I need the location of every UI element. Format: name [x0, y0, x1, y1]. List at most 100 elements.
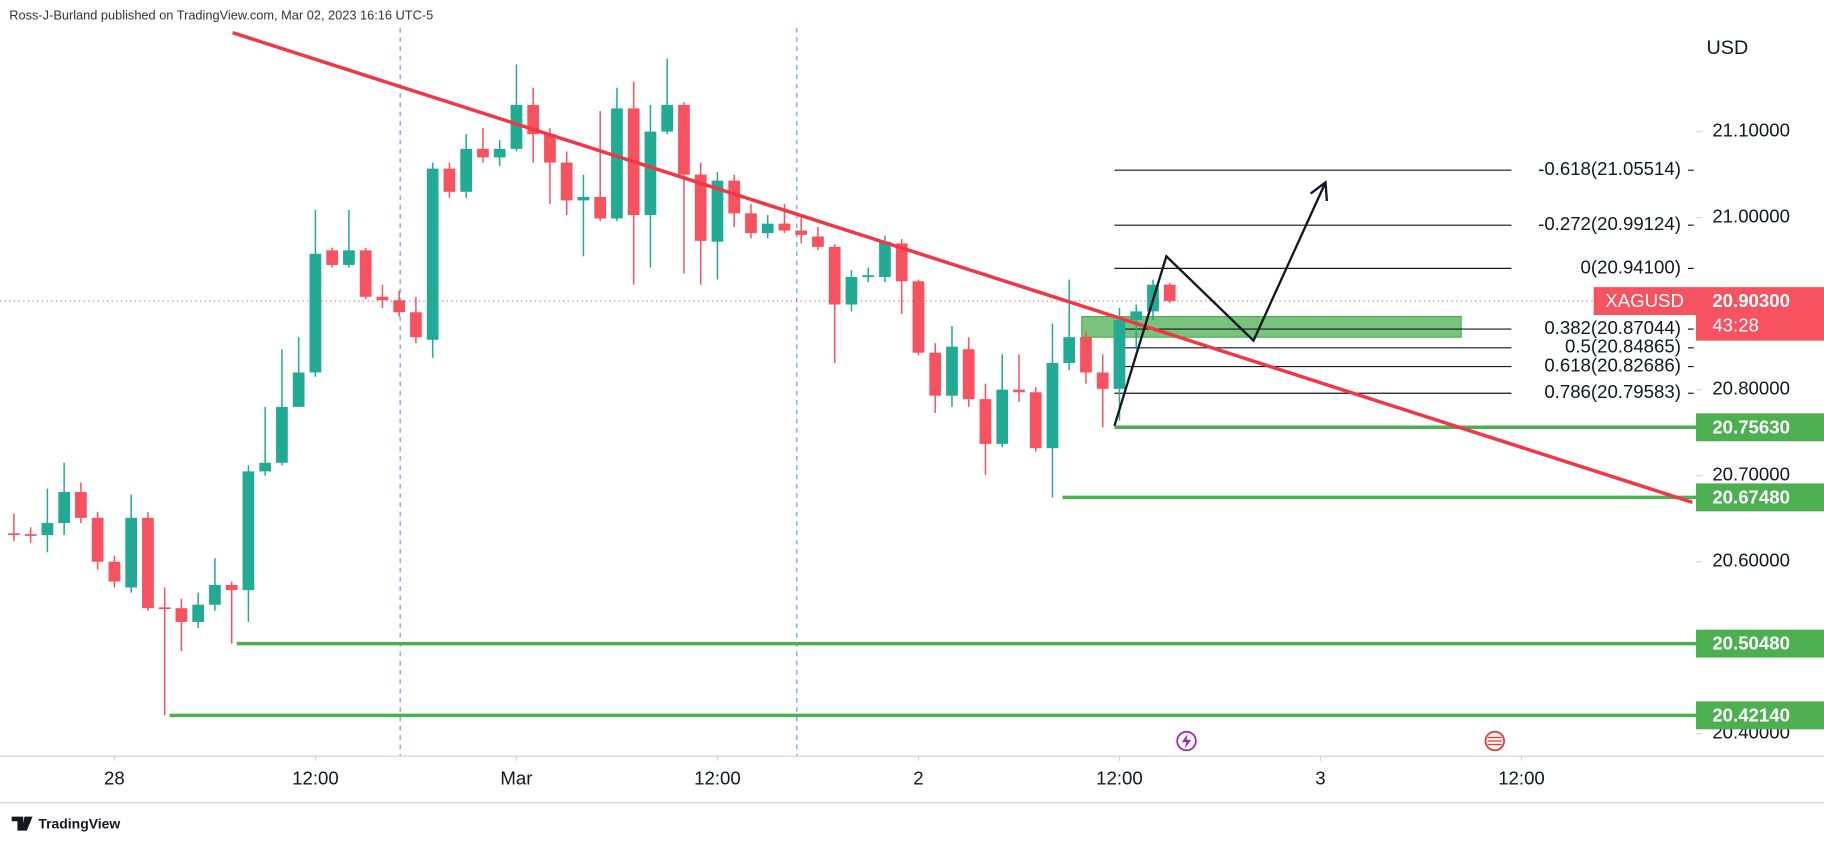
candle	[1130, 304, 1143, 350]
candle	[678, 102, 690, 274]
candle-body	[493, 148, 506, 158]
candle	[58, 462, 71, 536]
support-tag	[1696, 701, 1824, 730]
candle	[1113, 307, 1126, 421]
candle	[426, 162, 439, 358]
candle-body	[24, 534, 37, 536]
candle	[1063, 279, 1076, 370]
candle-body	[1096, 372, 1109, 389]
candle	[410, 296, 422, 344]
candle-body	[309, 253, 322, 373]
candle-body	[426, 168, 439, 340]
candle	[544, 128, 556, 204]
header: Ross-J-Burland published on TradingView.…	[9, 8, 433, 23]
candle-body	[192, 604, 205, 622]
candle-body	[108, 561, 121, 582]
candle	[158, 587, 171, 716]
projection-path	[1113, 181, 1327, 427]
x-tick-label: 12:00	[694, 767, 741, 788]
candle-body	[443, 168, 456, 192]
candle-body	[996, 389, 1009, 444]
fib-label: 0(20.94100)	[1581, 256, 1681, 277]
trendline	[232, 31, 1693, 505]
support-tag	[1696, 629, 1824, 658]
candle-body	[544, 134, 556, 163]
candle-body	[1046, 363, 1059, 449]
countdown-label: 43:28	[1712, 315, 1759, 336]
candle-body	[761, 223, 774, 234]
candle-body	[1013, 389, 1025, 393]
support-tag	[1696, 483, 1824, 512]
candle-body	[510, 104, 523, 149]
candle	[125, 494, 138, 593]
candle	[493, 140, 506, 167]
x-tick-label: Mar	[500, 767, 532, 788]
x-tick-label: 28	[104, 767, 125, 788]
candle	[644, 104, 657, 268]
candle	[577, 174, 590, 257]
y-tick-label: 20.80000	[1712, 378, 1790, 399]
y-axis-title: USD	[1707, 37, 1749, 59]
symbol-tag	[1593, 287, 1697, 316]
y-tick-label: 20.70000	[1712, 464, 1790, 485]
candle	[309, 209, 322, 377]
candle-body	[225, 584, 238, 591]
x-tick-label: 12:00	[1498, 767, 1545, 788]
candle	[209, 558, 221, 611]
candle	[795, 217, 808, 244]
candle	[946, 326, 958, 407]
candle-body	[845, 276, 858, 305]
event-icon[interactable]	[1176, 730, 1197, 752]
candle-body	[962, 349, 975, 400]
candle	[979, 383, 992, 475]
fib-label: 0.786(20.79583)	[1544, 381, 1681, 402]
candle	[761, 215, 774, 239]
price-tag	[1696, 287, 1824, 341]
candle-body	[828, 246, 841, 305]
candle	[108, 555, 121, 588]
support-tag	[1696, 413, 1824, 442]
candle	[477, 128, 489, 163]
x-tick-label: 12:00	[1096, 767, 1143, 788]
candle	[728, 174, 741, 228]
support-tag-label: 20.42140	[1712, 704, 1790, 725]
candle-body	[242, 471, 255, 591]
candle-body	[745, 213, 757, 234]
candle-body	[359, 250, 372, 297]
candle-body	[912, 281, 925, 353]
candle-body	[1130, 311, 1143, 320]
candle	[1029, 387, 1042, 452]
candle-body	[376, 296, 389, 301]
candle-body	[91, 517, 104, 562]
candle-body	[728, 180, 741, 214]
price-tag-label: 20.90300	[1712, 290, 1790, 311]
footer-logo	[11, 816, 33, 831]
candle	[828, 244, 841, 364]
candle	[745, 203, 757, 239]
candle	[611, 87, 623, 222]
candle-body	[594, 196, 607, 219]
candle-body	[577, 196, 590, 201]
candle-body	[75, 492, 87, 518]
symbol-tag-label: XAGUSD	[1605, 290, 1684, 311]
candle	[594, 110, 607, 222]
candle-body	[209, 584, 221, 605]
candle	[996, 354, 1009, 448]
candle	[560, 151, 573, 216]
candle	[276, 349, 288, 466]
flag-stripes	[1487, 736, 1502, 746]
x-tick-label: 3	[1315, 767, 1325, 788]
candle-body	[929, 352, 942, 396]
y-tick-label: 21.00000	[1712, 206, 1790, 227]
candle	[41, 488, 54, 553]
candle	[343, 209, 355, 268]
candle	[443, 162, 456, 198]
candle	[359, 247, 372, 300]
candle	[242, 465, 255, 622]
candle-body	[158, 607, 171, 610]
candle-body	[778, 223, 791, 231]
plot-area	[0, 31, 1697, 718]
candle-body	[527, 104, 540, 135]
candle	[895, 239, 908, 314]
